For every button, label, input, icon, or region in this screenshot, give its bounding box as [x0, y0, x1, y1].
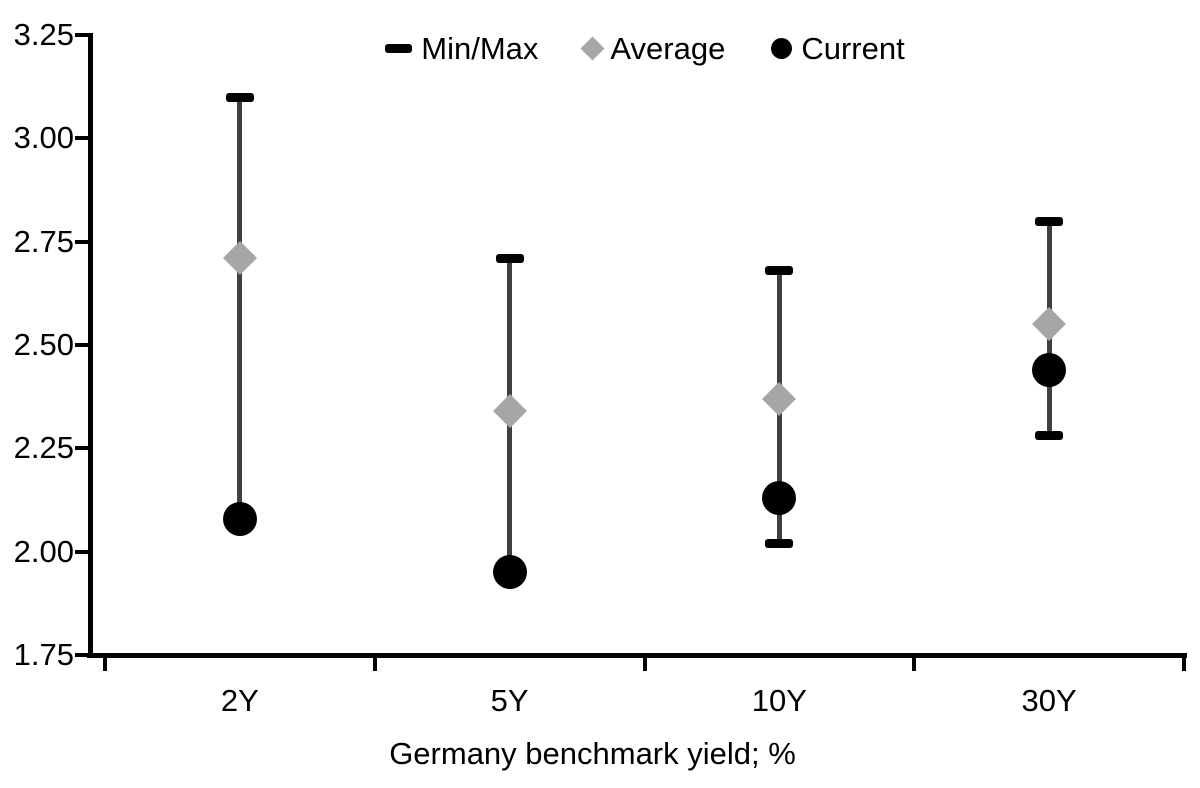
max-cap-2Y — [225, 92, 254, 102]
min-cap-30Y — [1035, 431, 1064, 441]
legend-item-diamond: Average — [580, 30, 726, 66]
legend: Min/Max Average Current — [100, 28, 1190, 68]
y-axis-tick-label: 2.00 — [13, 533, 74, 569]
max-cap-5Y — [495, 253, 524, 263]
x-axis-tick — [372, 658, 377, 671]
legend-item-dash: Min/Max — [385, 33, 538, 64]
average-point-10Y — [762, 381, 797, 416]
x-axis-line — [87, 653, 1187, 658]
y-axis-tick-label: 2.25 — [13, 430, 74, 466]
max-cap-30Y — [1035, 216, 1064, 226]
y-axis-tick-label: 3.00 — [13, 120, 74, 156]
x-axis-tick — [912, 658, 917, 671]
y-axis-tick — [75, 549, 88, 554]
legend-label: Current — [801, 30, 905, 66]
y-axis-tick — [75, 446, 88, 451]
y-axis-tick-label: 3.25 — [13, 17, 74, 52]
average-point-5Y — [492, 394, 527, 429]
legend-label: Average — [610, 30, 726, 66]
y-axis-tick-label: 2.50 — [13, 327, 74, 362]
diamond-legend-icon — [580, 35, 605, 61]
average-point-30Y — [1032, 307, 1067, 342]
y-axis-tick — [75, 239, 88, 244]
legend-item-circle: Current — [771, 30, 905, 66]
average-point-2Y — [222, 241, 257, 276]
x-axis-category-label: 2Y — [220, 683, 259, 718]
max-cap-10Y — [765, 266, 794, 276]
current-point-5Y — [492, 555, 527, 590]
current-point-2Y — [222, 501, 257, 536]
x-axis-category-label: 30Y — [1021, 683, 1077, 718]
circle-legend-icon — [771, 37, 793, 59]
dash-legend-icon — [385, 43, 413, 53]
y-axis-line — [88, 33, 93, 655]
legend-label: Min/Max — [421, 30, 539, 66]
y-axis-tick-label: 2.75 — [13, 223, 74, 259]
x-axis-tick — [1182, 658, 1186, 671]
x-axis-title: Germany benchmark yield; % — [389, 736, 796, 771]
y-axis-tick — [75, 343, 88, 347]
y-axis-tick — [75, 136, 88, 141]
current-point-10Y — [762, 480, 797, 515]
x-axis-category-label: 10Y — [751, 683, 807, 718]
x-axis-tick — [642, 658, 647, 671]
x-axis-category-label: 5Y — [490, 683, 529, 718]
y-axis-tick-label: 1.75 — [13, 637, 74, 672]
current-point-30Y — [1032, 352, 1067, 387]
min-cap-10Y — [765, 538, 794, 548]
min-max-range-line-2Y — [237, 97, 243, 519]
y-axis-tick — [75, 33, 88, 37]
x-axis-tick — [103, 658, 107, 671]
y-axis-tick — [75, 653, 88, 657]
